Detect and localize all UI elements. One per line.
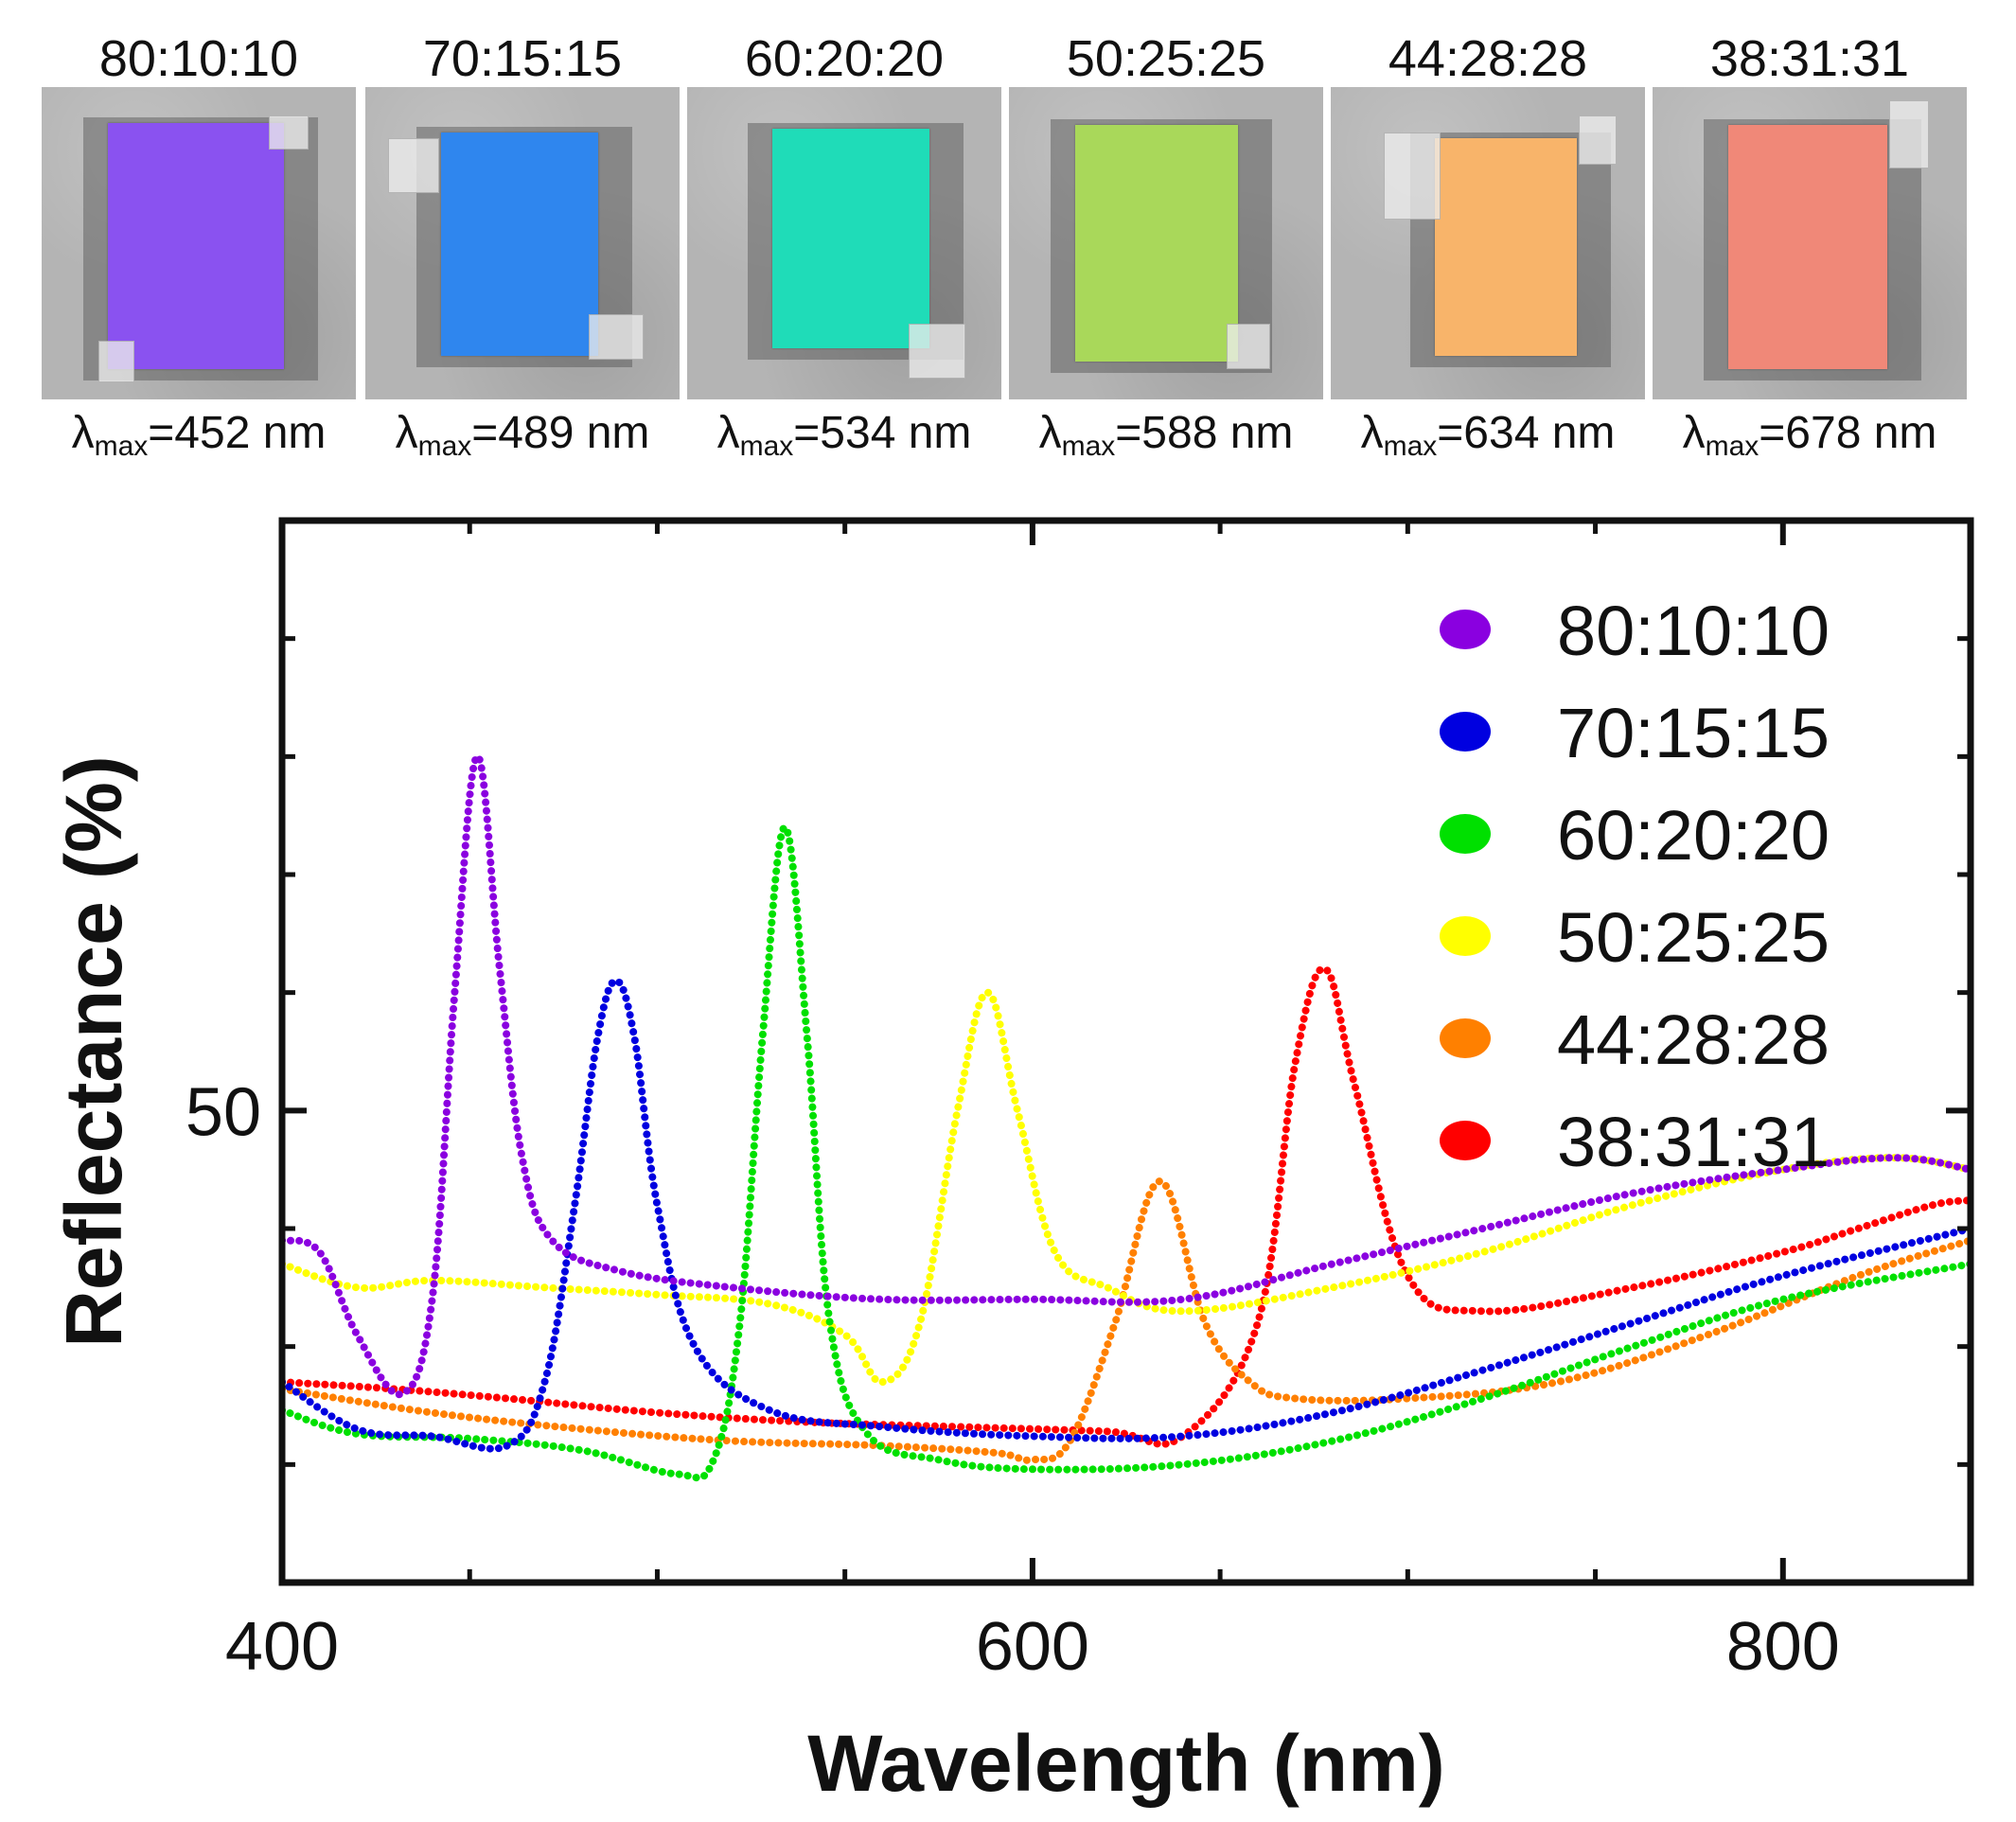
sample-card: 44:28:28 λmax=634 nm xyxy=(1327,0,1649,473)
legend-label: 70:15:15 xyxy=(1557,694,1830,772)
sample-ratio-label: 38:31:31 xyxy=(1709,30,1910,87)
lambda-max-label: λmax=634 nm xyxy=(1327,405,1649,462)
tick-layer: 400 600 800 50 xyxy=(186,521,1971,1685)
sample-photo xyxy=(1331,87,1645,399)
tape-piece xyxy=(909,324,965,379)
lambda-symbol: λ xyxy=(395,408,418,458)
sample-ratio-label: 60:20:20 xyxy=(744,30,945,87)
legend: 80:10:10 70:15:15 60:20:20 50:25:25 44:28:28… xyxy=(1440,592,1830,1181)
tape-piece xyxy=(269,115,309,150)
lambda-symbol: λ xyxy=(71,408,95,458)
lambda-symbol: λ xyxy=(716,408,740,458)
sample-card: 38:31:31 λmax=678 nm xyxy=(1649,0,1971,473)
legend-label: 38:31:31 xyxy=(1557,1103,1830,1181)
sample-film xyxy=(1075,125,1238,362)
lambda-value: =452 nm xyxy=(148,408,327,458)
sample-photo xyxy=(42,87,356,399)
series-70-15-15 xyxy=(282,977,1971,1453)
sample-card: 80:10:10 λmax=452 nm xyxy=(38,0,360,473)
tape-piece xyxy=(1579,115,1617,165)
series-80-10-10 xyxy=(282,752,1971,1399)
sample-ratio-label: 50:25:25 xyxy=(1066,30,1266,87)
lambda-subscript: max xyxy=(1061,431,1116,462)
sample-photo xyxy=(1009,87,1323,399)
lambda-symbol: λ xyxy=(1682,408,1706,458)
lambda-symbol: λ xyxy=(1360,408,1384,458)
sample-film xyxy=(108,123,284,369)
tape-piece xyxy=(98,341,134,382)
lambda-value: =489 nm xyxy=(471,408,650,458)
series-layer xyxy=(282,752,1971,1482)
plot-frame xyxy=(278,517,1974,1586)
sample-photo xyxy=(687,87,1001,399)
series-60-20-20 xyxy=(282,823,1971,1482)
lambda-subscript: max xyxy=(739,431,794,462)
sample-card: 50:25:25 λmax=588 nm xyxy=(1005,0,1327,473)
lambda-max-label: λmax=588 nm xyxy=(1005,405,1327,462)
y-axis-title: Reflectance (%) xyxy=(49,755,138,1348)
lambda-max-label: λmax=534 nm xyxy=(683,405,1005,462)
tape-piece xyxy=(1384,133,1441,220)
y-tick-label: 50 xyxy=(186,1074,261,1150)
sample-photo xyxy=(365,87,680,399)
x-tick-label: 600 xyxy=(976,1609,1089,1685)
legend-marker xyxy=(1440,610,1491,649)
tape-piece xyxy=(1227,324,1270,369)
reflectance-chart: 400 600 800 50 80:10:10 70:15:15 60:20:20 50:2… xyxy=(49,517,1974,1808)
lambda-subscript: max xyxy=(1383,431,1438,462)
tape-piece xyxy=(388,138,439,193)
tape-piece xyxy=(1889,100,1929,168)
lambda-value: =678 nm xyxy=(1759,408,1937,458)
legend-label: 60:20:20 xyxy=(1557,796,1830,875)
sample-photo-strip: 80:10:10 λmax=452 nm 70:15:15 λmax=489 nm 60… xyxy=(0,0,2016,473)
legend-marker xyxy=(1440,1018,1491,1058)
sample-ratio-label: 70:15:15 xyxy=(422,30,623,87)
legend-label: 44:28:28 xyxy=(1557,1000,1830,1079)
legend-marker xyxy=(1440,916,1491,956)
legend-label: 80:10:10 xyxy=(1557,592,1830,670)
lambda-value: =588 nm xyxy=(1115,408,1294,458)
legend-marker xyxy=(1440,814,1491,854)
lambda-value: =634 nm xyxy=(1437,408,1616,458)
legend-marker xyxy=(1440,1121,1491,1160)
series-38-31-31 xyxy=(282,964,1971,1448)
sample-film xyxy=(1728,125,1887,369)
sample-card: 60:20:20 λmax=534 nm xyxy=(683,0,1005,473)
sample-photo xyxy=(1653,87,1967,399)
lambda-max-label: λmax=452 nm xyxy=(38,405,360,462)
x-axis-title: Wavelength (nm) xyxy=(807,1719,1445,1808)
legend-label: 50:25:25 xyxy=(1557,898,1830,977)
lambda-symbol: λ xyxy=(1038,408,1062,458)
legend-marker xyxy=(1440,712,1491,752)
sample-ratio-label: 80:10:10 xyxy=(98,30,299,87)
series-44-28-28 xyxy=(282,1177,1971,1464)
lambda-subscript: max xyxy=(417,431,472,462)
sample-film xyxy=(1435,138,1577,356)
sample-card: 70:15:15 λmax=489 nm xyxy=(362,0,683,473)
x-tick-label: 800 xyxy=(1726,1609,1840,1685)
tape-piece xyxy=(589,314,644,360)
lambda-max-label: λmax=489 nm xyxy=(362,405,683,462)
lambda-value: =534 nm xyxy=(793,408,972,458)
sample-film xyxy=(441,133,598,356)
x-tick-label: 400 xyxy=(225,1609,339,1685)
lambda-max-label: λmax=678 nm xyxy=(1649,405,1971,462)
sample-film xyxy=(772,129,929,348)
sample-ratio-label: 44:28:28 xyxy=(1388,30,1588,87)
lambda-subscript: max xyxy=(94,431,149,462)
series-50-25-25 xyxy=(282,988,1971,1387)
lambda-subscript: max xyxy=(1705,431,1760,462)
